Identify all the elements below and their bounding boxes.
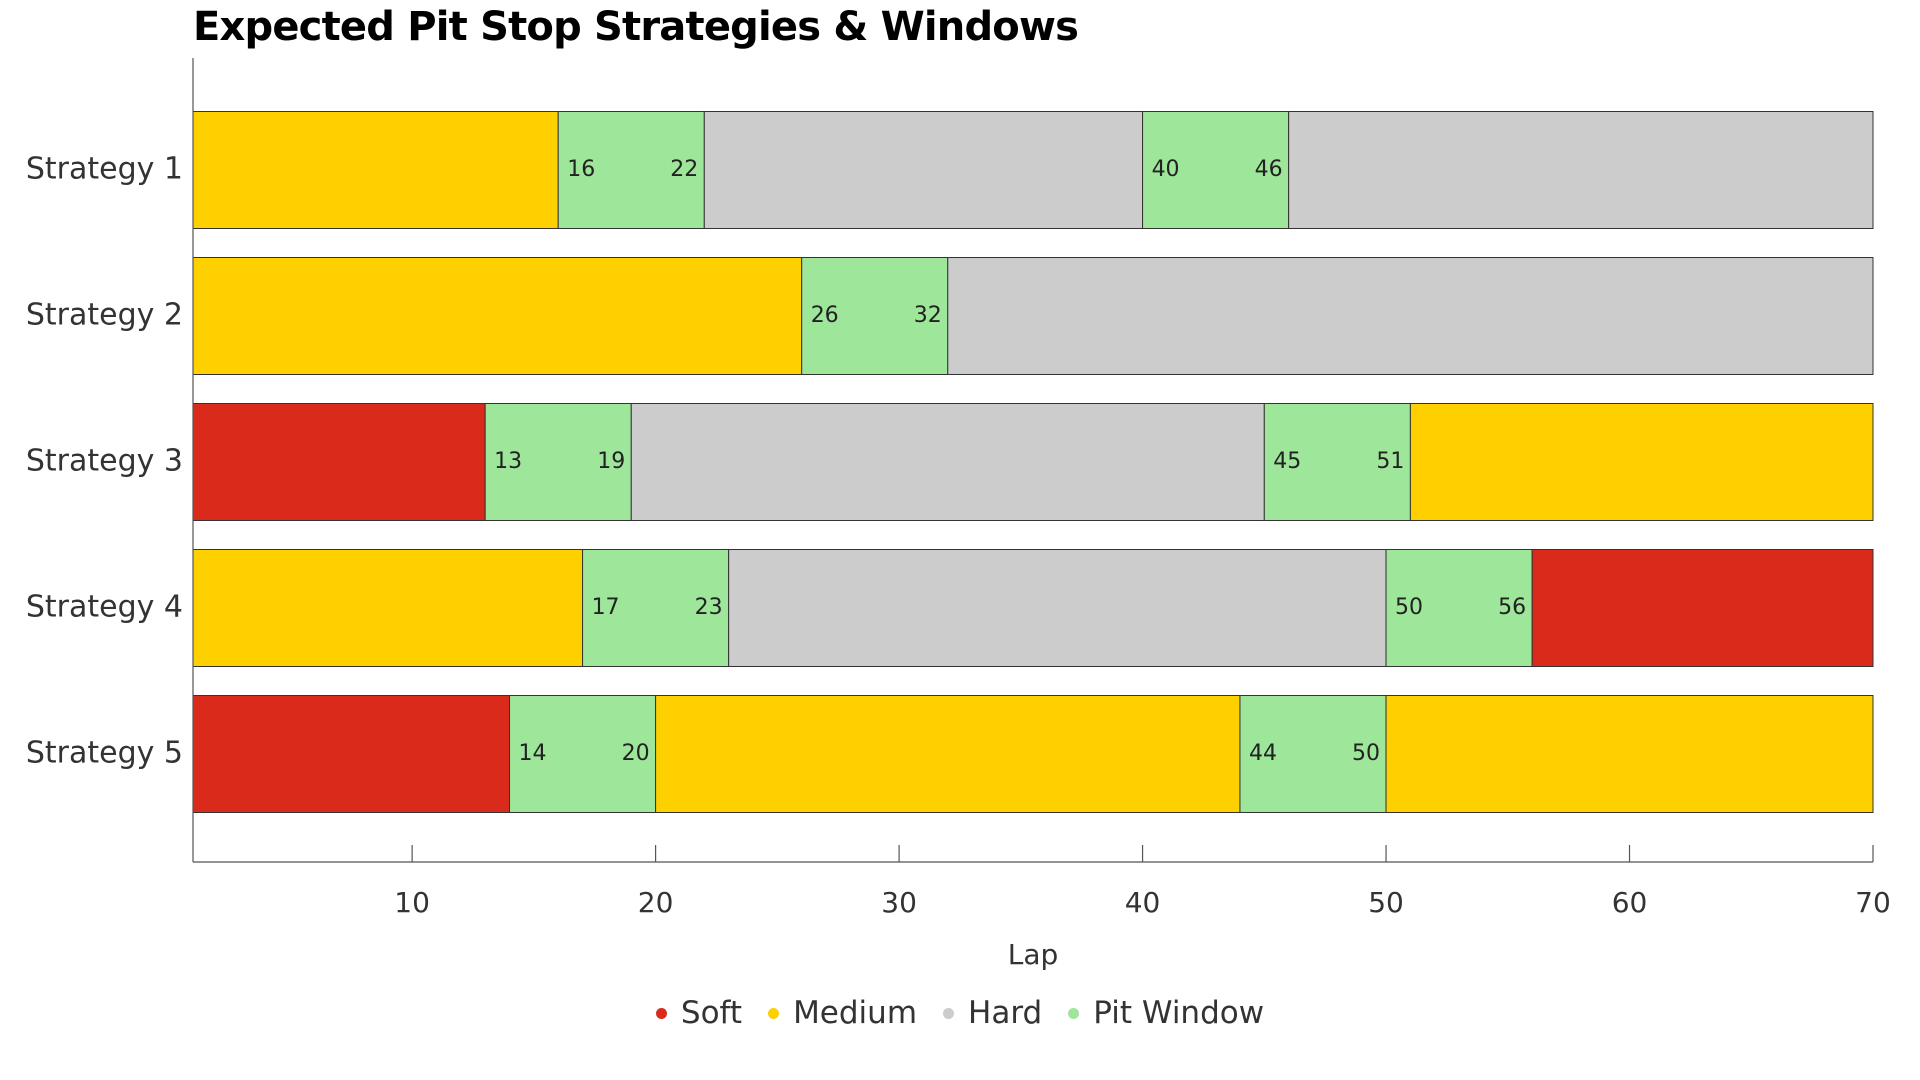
pit-window-end-label: 46: [1255, 157, 1283, 182]
pit-window-end-label: 23: [695, 595, 723, 620]
pit-window-start-label: 40: [1152, 157, 1180, 182]
strategy-label: Strategy 4: [26, 590, 183, 625]
pit-window-end-label: 19: [597, 449, 625, 474]
legend-label: Medium: [793, 995, 918, 1031]
stint-bar-hard: [630, 403, 1265, 521]
x-tick-label: 40: [1125, 886, 1161, 919]
stint-bar-soft: [1531, 549, 1874, 667]
strategy-label: Strategy 5: [26, 736, 183, 771]
legend-item-hard: Hard: [943, 995, 1042, 1031]
stint-bar-medium: [1409, 403, 1874, 521]
x-tick-label: 30: [881, 886, 917, 919]
pit-window-start-label: 26: [811, 303, 839, 328]
pit-window-bar: [557, 111, 705, 229]
pit-window-end-label: 20: [622, 741, 650, 766]
strategy-label: Strategy 2: [26, 298, 183, 333]
stint-bar-soft: [192, 403, 486, 521]
stint-bar-hard: [728, 549, 1387, 667]
pit-window-bar: [1239, 695, 1387, 813]
pit-window-bar: [1142, 111, 1290, 229]
strategy-chart: 16 22 40 46 Strategy 1 26 32 Strategy 2 13 19 45 51…: [26, 58, 1891, 971]
legend-label: Pit Window: [1093, 995, 1265, 1031]
x-axis-title: Lap: [1008, 938, 1059, 971]
pit-window-end-label: 50: [1352, 741, 1380, 766]
legend-label: Hard: [968, 995, 1043, 1031]
stint-bar-medium: [192, 111, 559, 229]
pit-window-bar: [801, 257, 949, 375]
pit-window-start-label: 50: [1395, 595, 1423, 620]
legend-label: Soft: [680, 995, 743, 1031]
pit-window-bar: [582, 549, 730, 667]
stint-bar-medium: [192, 549, 584, 667]
pit-window-bar: [1385, 549, 1533, 667]
strategy-label: Strategy 3: [26, 444, 183, 479]
pit-window-bar: [484, 403, 632, 521]
stint-bar-hard: [947, 257, 1874, 375]
stint-bar-medium: [192, 257, 803, 375]
legend-item-soft: Soft: [655, 995, 743, 1031]
x-tick-label: 60: [1612, 886, 1648, 919]
stint-bar-hard: [703, 111, 1144, 229]
stint-bar-soft: [192, 695, 511, 813]
legend-item-medium: Medium: [768, 995, 917, 1031]
pit-window-end-label: 56: [1498, 595, 1526, 620]
pit-window-start-label: 44: [1249, 741, 1277, 766]
x-tick-label: 10: [394, 886, 430, 919]
x-tick-label: 50: [1368, 886, 1404, 919]
pit-window-end-label: 32: [914, 303, 942, 328]
chart-title: Expected Pit Stop Strategies & Windows: [193, 4, 1079, 50]
pit-window-bar: [509, 695, 657, 813]
pit-window-end-label: 22: [670, 157, 698, 182]
stint-bar-medium: [1385, 695, 1874, 813]
pit-window-start-label: 17: [592, 595, 620, 620]
stint-bar-medium: [655, 695, 1241, 813]
pit-window-bar: [1263, 403, 1411, 521]
pit-window-start-label: 45: [1273, 449, 1301, 474]
x-tick-label: 20: [638, 886, 674, 919]
strategy-label: Strategy 1: [26, 152, 183, 187]
legend-dot-icon: [655, 1007, 667, 1019]
pit-window-end-label: 51: [1376, 449, 1404, 474]
pit-window-start-label: 14: [519, 741, 547, 766]
stint-bar-hard: [1288, 111, 1874, 229]
legend-dot-icon: [1068, 1007, 1080, 1019]
legend-dot-icon: [943, 1007, 955, 1019]
pit-window-start-label: 16: [567, 157, 595, 182]
x-tick-label: 70: [1855, 886, 1891, 919]
legend-dot-icon: [768, 1007, 780, 1019]
pit-window-start-label: 13: [494, 449, 522, 474]
legend-item-pit-window: Pit Window: [1068, 995, 1264, 1031]
chart-legend: Soft Medium Hard Pit Window: [0, 995, 1920, 1031]
